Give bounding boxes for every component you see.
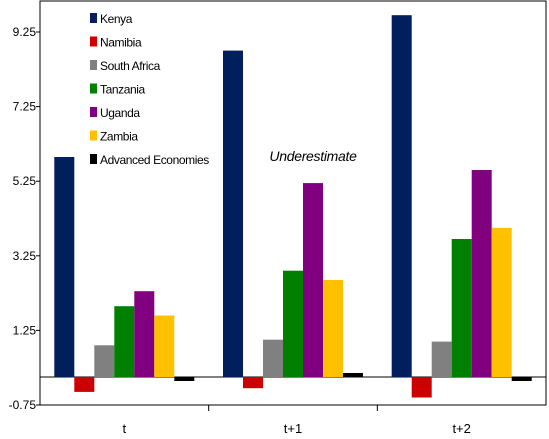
bar-tanzania-0 bbox=[114, 306, 135, 378]
legend-swatch bbox=[90, 36, 97, 47]
legend-swatch bbox=[90, 13, 97, 23]
legend-swatch bbox=[90, 154, 97, 164]
bar-south-africa-1 bbox=[263, 339, 283, 377]
bar-zambia-2 bbox=[491, 227, 512, 377]
bar-uganda-0 bbox=[134, 291, 155, 377]
legend-label: Advanced Economies bbox=[100, 153, 209, 167]
bar-uganda-2 bbox=[471, 170, 492, 377]
bar-zambia-0 bbox=[154, 315, 175, 377]
annotation-underestimate: Underestimate bbox=[269, 148, 357, 164]
legend-swatch bbox=[90, 130, 97, 141]
legend-swatch bbox=[90, 60, 97, 70]
legend-swatch bbox=[90, 83, 97, 94]
y-ticks: -0.75 1.25 3.25 5.25 7.25 9.25 bbox=[9, 25, 40, 412]
y-tick-label: 9.25 bbox=[13, 25, 37, 39]
bar-tanzania-1 bbox=[283, 270, 303, 377]
category-label: t bbox=[123, 421, 127, 436]
y-tick-label: 7.25 bbox=[13, 100, 37, 114]
y-tick-label: 3.25 bbox=[13, 249, 37, 263]
y-tick-label: -0.75 bbox=[9, 398, 37, 412]
legend-label: Zambia bbox=[100, 130, 138, 144]
bar-uganda-1 bbox=[303, 183, 323, 378]
y-tick-label: 5.25 bbox=[13, 174, 37, 188]
legend-label: Tanzania bbox=[100, 83, 146, 97]
bar-namibia-0 bbox=[74, 377, 95, 392]
legend: Kenya Namibia South Africa Tanzania Uganda Za… bbox=[90, 12, 210, 167]
category-label: t+2 bbox=[452, 421, 470, 436]
bar-south-africa-0 bbox=[94, 345, 115, 377]
bar-namibia-2 bbox=[411, 377, 432, 398]
plot-frame bbox=[39, 0, 547, 406]
bars bbox=[54, 15, 532, 398]
y-tick-label: 1.25 bbox=[13, 323, 37, 337]
bar-kenya-2 bbox=[391, 15, 412, 377]
bar-zambia-1 bbox=[323, 280, 343, 377]
legend-label: Kenya bbox=[100, 12, 133, 26]
bar-advanced-economies-0 bbox=[174, 377, 195, 381]
legend-label: Uganda bbox=[100, 106, 140, 120]
category-label: t+1 bbox=[284, 421, 302, 436]
category-labels: t t+1 t+2 bbox=[123, 421, 471, 436]
legend-label: Namibia bbox=[100, 36, 142, 50]
bar-advanced-economies-2 bbox=[511, 377, 532, 381]
bar-advanced-economies-1 bbox=[343, 373, 363, 377]
bar-kenya-0 bbox=[54, 157, 75, 378]
category-dividers bbox=[208, 405, 378, 411]
bar-tanzania-2 bbox=[451, 239, 472, 377]
bar-south-africa-2 bbox=[431, 341, 452, 377]
legend-label: South Africa bbox=[100, 59, 161, 73]
bar-kenya-1 bbox=[223, 50, 243, 377]
legend-swatch bbox=[90, 107, 97, 117]
bar-namibia-1 bbox=[243, 377, 263, 389]
